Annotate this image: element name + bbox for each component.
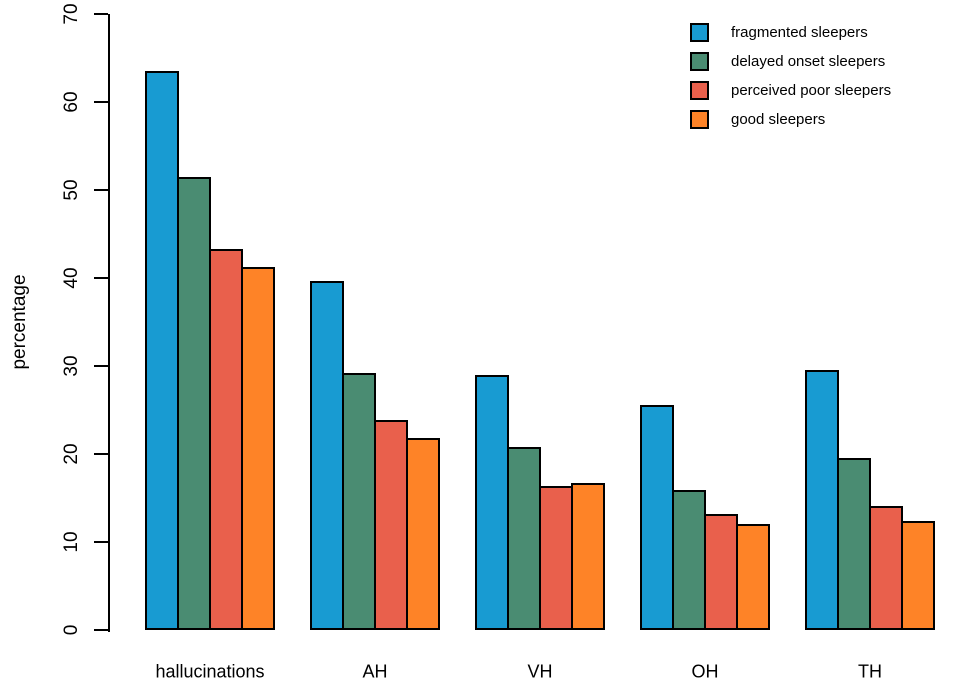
- bar-hallucinations-fragmented-sleepers: [145, 71, 179, 630]
- y-tick-label: 40: [61, 267, 82, 289]
- bar-hallucinations-delayed-onset-sleepers: [177, 176, 211, 630]
- bar-OH-perceived-poor-sleepers: [704, 513, 738, 630]
- legend-swatch: [690, 23, 709, 42]
- y-tick: [94, 189, 108, 191]
- bar-AH-fragmented-sleepers: [310, 280, 344, 630]
- y-tick: [94, 365, 108, 367]
- legend-label: delayed onset sleepers: [731, 53, 886, 70]
- x-category-label: VH: [527, 661, 553, 682]
- y-tick: [94, 277, 108, 279]
- legend-label: perceived poor sleepers: [731, 82, 892, 99]
- legend-swatch: [690, 81, 709, 100]
- y-tick-label: 0: [61, 624, 82, 636]
- legend-label: good sleepers: [731, 111, 826, 128]
- bar-TH-perceived-poor-sleepers: [869, 505, 903, 630]
- bar-TH-good-sleepers: [901, 520, 935, 630]
- x-category-label: TH: [858, 661, 882, 682]
- y-tick-label: 10: [61, 531, 82, 553]
- bar-VH-perceived-poor-sleepers: [539, 485, 573, 630]
- y-axis-line: [108, 14, 110, 632]
- legend-swatch: [690, 52, 709, 71]
- legend-label: fragmented sleepers: [731, 24, 868, 41]
- bar-VH-fragmented-sleepers: [475, 374, 509, 630]
- y-tick: [94, 101, 108, 103]
- bar-TH-fragmented-sleepers: [805, 370, 839, 630]
- y-tick-label: 20: [61, 443, 82, 465]
- legend: fragmented sleepers delayed onset sleeper…: [690, 23, 892, 140]
- y-tick-label: 70: [61, 3, 82, 25]
- y-tick: [94, 541, 108, 543]
- bar-OH-fragmented-sleepers: [640, 404, 674, 630]
- y-axis-title: percentage: [9, 274, 30, 370]
- bar-TH-delayed-onset-sleepers: [837, 457, 871, 630]
- bar-AH-perceived-poor-sleepers: [374, 419, 408, 630]
- bar-AH-delayed-onset-sleepers: [342, 373, 376, 630]
- bar-VH-good-sleepers: [571, 483, 605, 630]
- legend-item: perceived poor sleepers: [690, 81, 892, 100]
- bar-OH-good-sleepers: [736, 524, 770, 630]
- legend-item: fragmented sleepers: [690, 23, 891, 42]
- legend-swatch: [690, 110, 709, 129]
- bar-hallucinations-perceived-poor-sleepers: [209, 248, 243, 630]
- y-tick-label: 60: [61, 91, 82, 113]
- bar-hallucinations-good-sleepers: [241, 267, 275, 630]
- bar-OH-delayed-onset-sleepers: [672, 490, 706, 630]
- y-tick-label: 30: [61, 355, 82, 377]
- y-tick: [94, 13, 108, 15]
- x-category-label: hallucinations: [155, 661, 265, 682]
- x-category-label: OH: [691, 661, 719, 682]
- bar-AH-good-sleepers: [406, 438, 440, 630]
- legend-item: delayed onset sleepers: [690, 52, 891, 71]
- y-tick-label: 50: [61, 179, 82, 201]
- bar-VH-delayed-onset-sleepers: [507, 446, 541, 630]
- y-tick: [94, 453, 108, 455]
- y-tick: [94, 629, 108, 631]
- x-category-label: AH: [362, 661, 388, 682]
- legend-item: good sleepers: [690, 110, 891, 129]
